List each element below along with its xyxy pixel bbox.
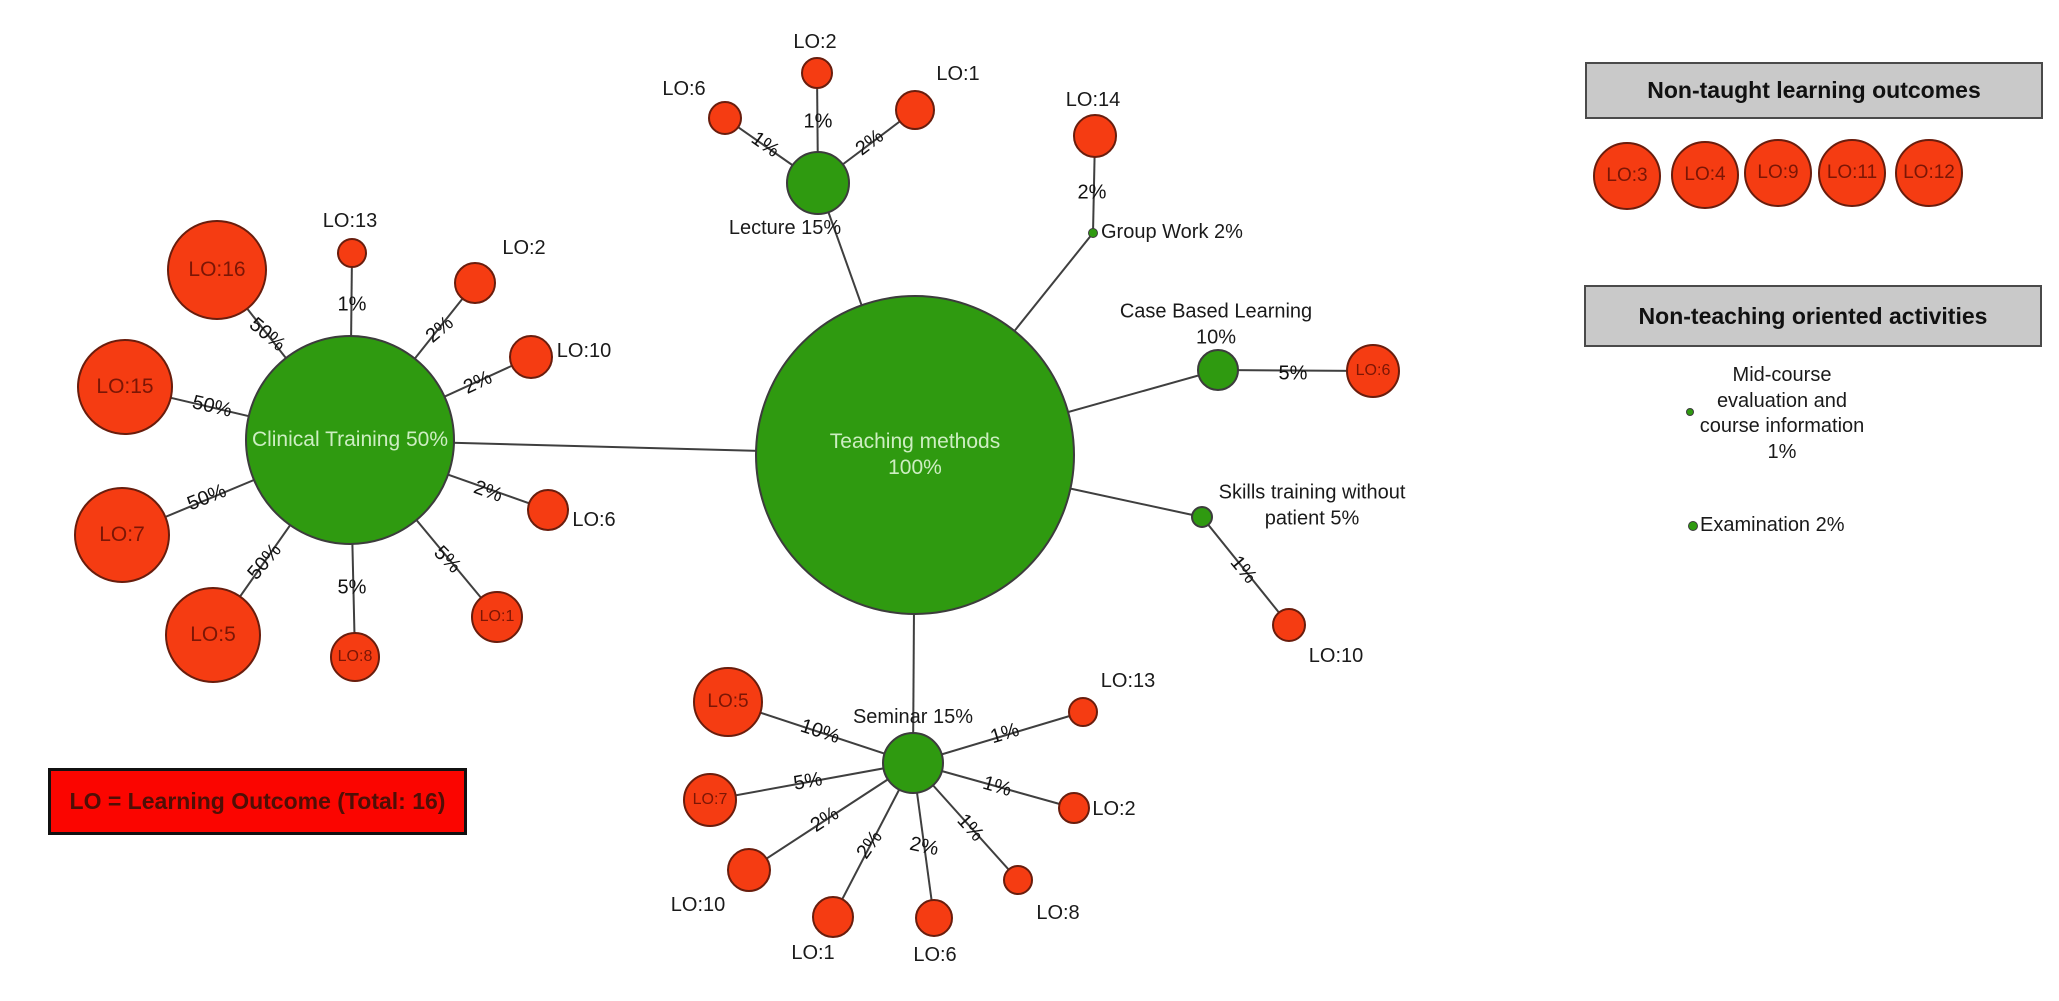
node-label-l1: LO:1 (936, 63, 980, 86)
node-groupwork (1088, 228, 1098, 238)
node-label-p12: LO:12 (1903, 162, 1955, 184)
panel-header-non-taught-learning-outcomes: Non-taught learning outcomes (1585, 62, 2043, 119)
node-cb6: LO:6 (1346, 344, 1400, 398)
node-c13 (337, 238, 367, 268)
node-c1: LO:1 (471, 591, 523, 643)
node-label-g14: LO:14 (1065, 89, 1121, 112)
node-label-cb6: LO:6 (1355, 362, 1391, 379)
edge-weight-label-seminar-se7: 5% (791, 768, 825, 795)
edge-seminar-se7 (709, 762, 914, 801)
node-p11: LO:11 (1818, 139, 1886, 207)
edge-weight-label-clinical-c8: 5% (337, 576, 367, 599)
node-l1 (895, 90, 935, 130)
node-label-p11: LO:11 (1826, 162, 1878, 184)
node-se10 (727, 848, 771, 892)
node-label-c16: LO:16 (188, 257, 246, 281)
node-skills (1191, 506, 1213, 528)
node-label-l2: LO:2 (793, 31, 837, 54)
node-label-c7: LO:7 (99, 522, 145, 546)
edge-skills-s10 (1201, 516, 1290, 626)
node-l2 (801, 57, 833, 89)
node-l6 (708, 101, 742, 135)
node-p9: LO:9 (1744, 139, 1812, 207)
node-p12: LO:12 (1895, 139, 1963, 207)
node-label-p9: LO:9 (1757, 162, 1799, 184)
node-label-se10: LO:10 (670, 894, 726, 917)
node-se7: LO:7 (683, 773, 737, 827)
node-label-c5: LO:5 (190, 622, 236, 646)
node-label-c15: LO:15 (96, 374, 154, 398)
node-label-c1: LO:1 (479, 608, 515, 625)
examination-note: Examination 2% (1700, 514, 1845, 537)
node-p3: LO:3 (1593, 142, 1661, 210)
node-label-casebased: Case Based Learning 10% (1119, 300, 1313, 348)
node-label-se8: LO:8 (1036, 902, 1080, 925)
node-casebased (1197, 349, 1239, 391)
node-c8: LO:8 (330, 632, 380, 682)
node-label-se2: LO:2 (1092, 798, 1136, 821)
node-label-clinical: Clinical Training 50% (251, 427, 449, 451)
node-label-c8: LO:8 (337, 648, 373, 665)
node-c10 (509, 335, 553, 379)
node-c16: LO:16 (167, 220, 267, 320)
node-g14 (1073, 114, 1117, 158)
node-label-p3: LO:3 (1606, 165, 1648, 187)
midcourse-note: Mid-course evaluation and course informa… (1699, 363, 1865, 463)
node-label-seminar: Seminar 15% (852, 706, 974, 729)
node-label-l6: LO:6 (662, 78, 706, 101)
panel-header-non-teaching-oriented-activities: Non-teaching oriented activities (1584, 285, 2042, 347)
node-label-lecture: Lecture 15% (728, 217, 842, 240)
node-label-se1: LO:1 (791, 942, 835, 965)
node-c15: LO:15 (77, 339, 173, 435)
node-se13 (1068, 697, 1098, 727)
node-se8 (1003, 865, 1033, 895)
node-label-se7: LO:7 (692, 791, 728, 808)
node-teaching: Teaching methods 100% (755, 295, 1075, 615)
node-label-teaching: Teaching methods 100% (829, 429, 1001, 479)
node-midcourse-dot (1686, 408, 1694, 416)
node-seminar (882, 732, 944, 794)
node-se1 (812, 896, 854, 938)
node-c5: LO:5 (165, 587, 261, 683)
node-c7: LO:7 (74, 487, 170, 583)
node-label-se13: LO:13 (1100, 670, 1156, 693)
node-label-skills: Skills training without patient 5% (1218, 481, 1406, 529)
node-label-se5: LO:5 (707, 691, 749, 713)
node-label-groupwork: Group Work 2% (1101, 221, 1243, 244)
node-label-c2: LO:2 (502, 237, 546, 260)
node-label-p4: LO:4 (1684, 164, 1726, 186)
node-se5: LO:5 (693, 667, 763, 737)
node-label-c6: LO:6 (572, 509, 616, 532)
edge-weight-label-lecture-l2: 1% (803, 110, 833, 133)
node-p4: LO:4 (1671, 141, 1739, 209)
node-lecture (786, 151, 850, 215)
edge-weight-label-clinical-c13: 1% (337, 293, 367, 316)
node-label-s10: LO:10 (1308, 645, 1364, 668)
edge-weight-label-casebased-cb6: 5% (1278, 362, 1308, 385)
node-c6 (527, 489, 569, 531)
edge-seminar-se10 (748, 762, 914, 871)
learning-outcome-legend: LO = Learning Outcome (Total: 16) (48, 768, 467, 835)
edge-weight-label-groupwork-g14: 2% (1077, 181, 1107, 204)
node-label-c10: LO:10 (556, 340, 612, 363)
node-examination-dot (1688, 521, 1698, 531)
node-label-c13: LO:13 (322, 210, 378, 233)
node-c2 (454, 262, 496, 304)
node-clinical: Clinical Training 50% (245, 335, 455, 545)
node-label-se6: LO:6 (913, 944, 957, 967)
node-s10 (1272, 608, 1306, 642)
node-se2 (1058, 792, 1090, 824)
node-se6 (915, 899, 953, 937)
